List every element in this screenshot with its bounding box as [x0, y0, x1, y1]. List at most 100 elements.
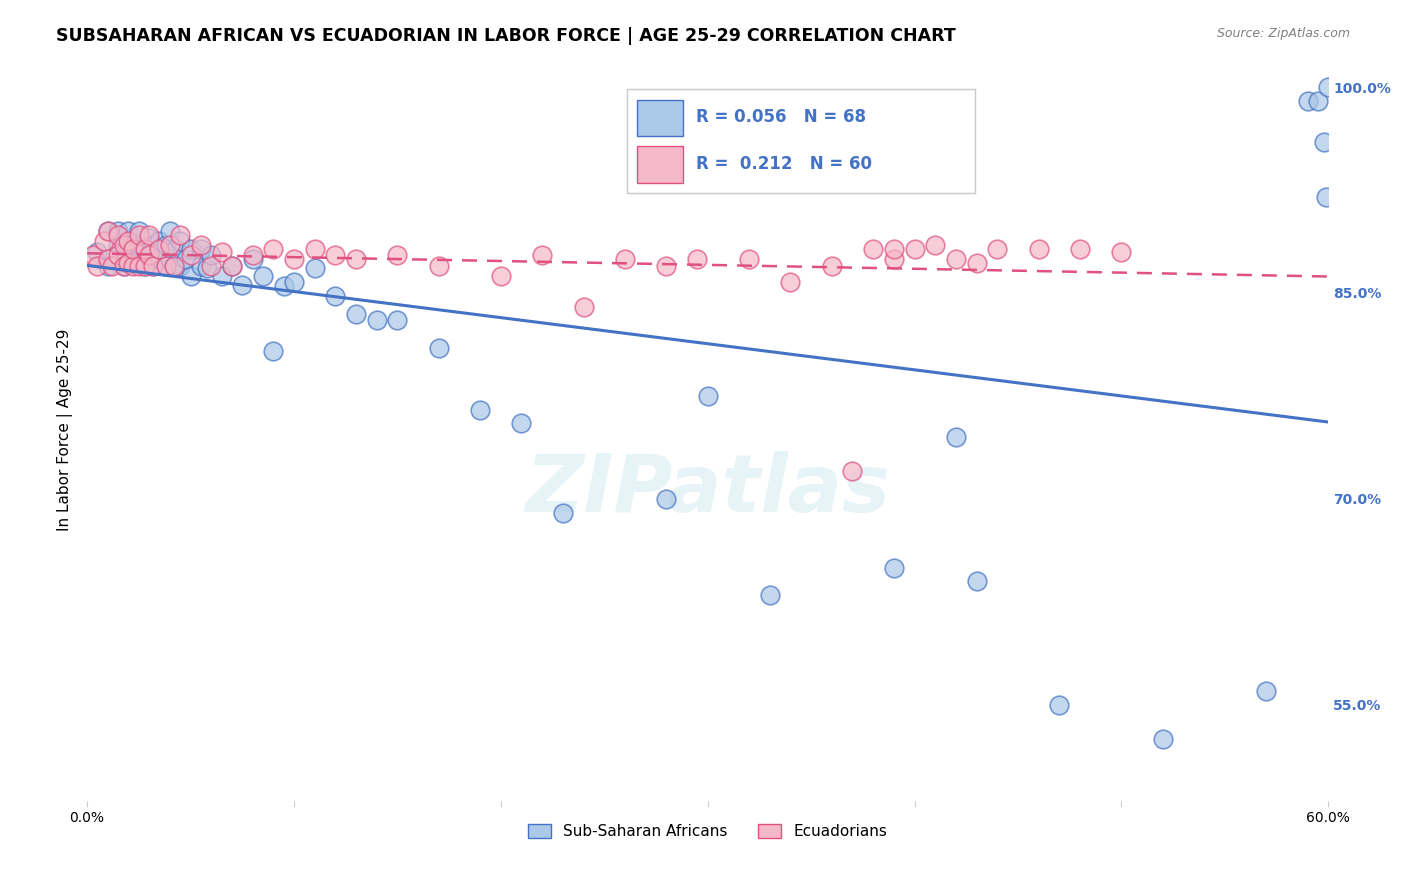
Point — [117, 224, 139, 238]
Point — [148, 242, 170, 256]
Point — [489, 269, 512, 284]
Point — [655, 491, 678, 506]
Point — [821, 259, 844, 273]
Point — [945, 430, 967, 444]
Point — [304, 261, 326, 276]
Point — [86, 244, 108, 259]
Point — [107, 224, 129, 238]
Point — [211, 269, 233, 284]
Point — [93, 234, 115, 248]
Point — [242, 252, 264, 266]
Point — [551, 506, 574, 520]
Point — [86, 259, 108, 273]
Point — [148, 234, 170, 248]
Point — [1152, 732, 1174, 747]
Point — [134, 244, 156, 259]
Point — [1313, 135, 1336, 149]
Point — [696, 389, 718, 403]
Point — [572, 300, 595, 314]
Point — [128, 252, 150, 266]
Point — [344, 252, 367, 266]
Legend: Sub-Saharan Africans, Ecuadorians: Sub-Saharan Africans, Ecuadorians — [522, 818, 893, 845]
Point — [200, 259, 222, 273]
Point — [686, 252, 709, 266]
Point — [468, 402, 491, 417]
Point — [121, 252, 143, 266]
Point — [427, 259, 450, 273]
Point — [531, 247, 554, 261]
Point — [200, 247, 222, 261]
Point — [112, 238, 135, 252]
Text: ZIPatlas: ZIPatlas — [526, 450, 890, 529]
Point — [283, 275, 305, 289]
Point — [142, 238, 165, 252]
Point — [1317, 80, 1340, 95]
Point — [883, 560, 905, 574]
Point — [121, 259, 143, 273]
Point — [176, 252, 198, 266]
Point — [169, 234, 191, 248]
Point — [903, 242, 925, 256]
Point — [159, 252, 181, 266]
Point — [117, 234, 139, 248]
Point — [117, 256, 139, 270]
Point — [190, 238, 212, 252]
Point — [148, 252, 170, 266]
Point — [159, 224, 181, 238]
Point — [1111, 244, 1133, 259]
Point — [242, 247, 264, 261]
Point — [1069, 242, 1091, 256]
Point — [128, 259, 150, 273]
Point — [121, 242, 143, 256]
Point — [128, 228, 150, 243]
Point — [169, 259, 191, 273]
Point — [387, 247, 409, 261]
Point — [159, 238, 181, 252]
Point — [883, 242, 905, 256]
Point — [163, 259, 186, 273]
Point — [1296, 94, 1319, 108]
Point — [121, 238, 143, 252]
Point — [1256, 684, 1278, 698]
Point — [97, 252, 120, 266]
Point — [273, 279, 295, 293]
Point — [862, 242, 884, 256]
Point — [138, 228, 160, 243]
Point — [97, 224, 120, 238]
Point — [128, 224, 150, 238]
Point — [1306, 94, 1329, 108]
Point — [758, 588, 780, 602]
Point — [195, 261, 218, 276]
Text: SUBSAHARAN AFRICAN VS ECUADORIAN IN LABOR FORCE | AGE 25-29 CORRELATION CHART: SUBSAHARAN AFRICAN VS ECUADORIAN IN LABO… — [56, 27, 956, 45]
Point — [924, 238, 946, 252]
Point — [986, 242, 1008, 256]
Point — [155, 259, 177, 273]
Point — [366, 313, 388, 327]
Point — [107, 228, 129, 243]
Point — [107, 252, 129, 266]
Point — [107, 238, 129, 252]
Point — [221, 259, 243, 273]
Point — [117, 238, 139, 252]
Point — [841, 465, 863, 479]
Point — [387, 313, 409, 327]
Point — [1028, 242, 1050, 256]
Point — [112, 259, 135, 273]
Point — [179, 242, 201, 256]
Point — [427, 341, 450, 355]
Point — [155, 238, 177, 252]
Point — [262, 343, 284, 358]
Point — [138, 247, 160, 261]
Point — [883, 252, 905, 266]
Point — [613, 252, 636, 266]
Point — [101, 259, 124, 273]
Point — [966, 574, 988, 589]
Point — [134, 259, 156, 273]
Point — [738, 252, 761, 266]
Point — [211, 244, 233, 259]
Point — [1315, 190, 1337, 204]
Point — [231, 277, 253, 292]
Point — [142, 259, 165, 273]
Point — [97, 259, 120, 273]
Point — [779, 275, 801, 289]
